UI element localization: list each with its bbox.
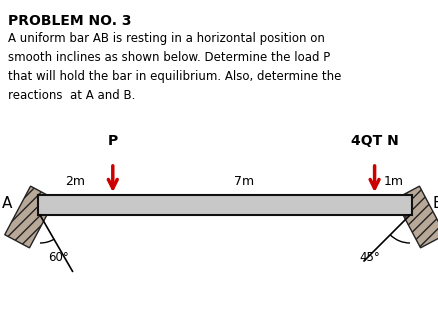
Polygon shape: [395, 186, 438, 248]
Text: 2m: 2m: [65, 175, 85, 188]
Text: B: B: [432, 195, 438, 211]
Text: 4QT N: 4QT N: [351, 134, 399, 148]
Text: 1m: 1m: [383, 175, 403, 188]
Text: A: A: [2, 195, 12, 211]
Text: 45°: 45°: [360, 251, 380, 264]
Text: P: P: [108, 134, 118, 148]
Text: A uniform bar AB is resting in a horizontal position on
smooth inclines as shown: A uniform bar AB is resting in a horizon…: [8, 32, 341, 102]
Text: 60°: 60°: [49, 251, 69, 264]
Bar: [38, 195, 412, 215]
Text: PROBLEM NO. 3: PROBLEM NO. 3: [8, 14, 131, 28]
Text: 7m: 7m: [233, 175, 254, 188]
Polygon shape: [5, 186, 55, 248]
